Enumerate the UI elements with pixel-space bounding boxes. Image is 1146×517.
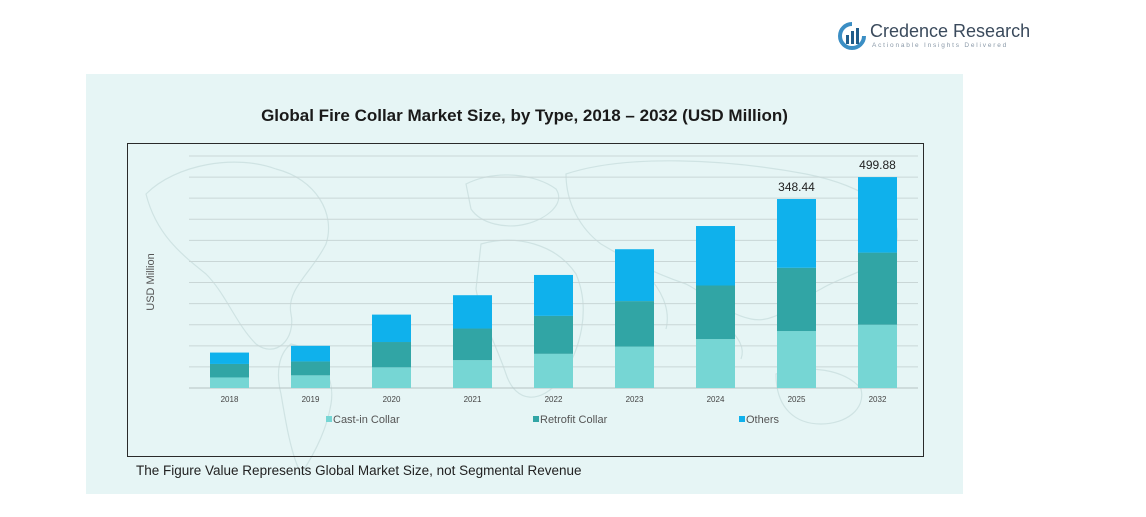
bar-others-2021 [453, 295, 492, 329]
stacked-bar-chart: USD Million 2018 2019 2020 2021 2022 2023 2024 2… [145, 155, 918, 426]
x-tick-label-2032: 2032 [869, 395, 887, 404]
bar-others-2022 [534, 274, 573, 316]
bar-others-2019 [291, 345, 330, 362]
bar-retrofit-collar-2024 [696, 285, 735, 340]
bar-retrofit-collar-2025 [777, 267, 816, 332]
bar-cast-in-collar-2022 [534, 353, 573, 388]
legend-label-retrofit-collar: Retrofit Collar [540, 414, 608, 426]
bar-retrofit-collar-2032 [858, 252, 897, 325]
x-tick-label-2019: 2019 [302, 395, 320, 404]
bar-retrofit-collar-2020 [372, 342, 411, 368]
data-label-2032: 499.88 [859, 158, 896, 172]
y-axis-label: USD Million [145, 253, 157, 310]
brand-logo: Credence Research Actionable Insights De… [838, 20, 1031, 52]
bar-cast-in-collar-2021 [453, 360, 492, 388]
bars [210, 177, 897, 388]
x-tick-label-2024: 2024 [707, 395, 725, 404]
bar-retrofit-collar-2022 [534, 315, 573, 354]
bar-retrofit-collar-2019 [291, 361, 330, 376]
bar-cast-in-collar-2032 [858, 324, 897, 388]
legend-label-cast-in-collar: Cast-in Collar [333, 414, 400, 426]
x-tick-label-2022: 2022 [545, 395, 563, 404]
brand-name: Credence Research [870, 21, 1031, 41]
bar-others-2025 [777, 199, 816, 268]
bar-cast-in-collar-2023 [615, 346, 654, 388]
chart-title: Global Fire Collar Market Size, by Type,… [261, 106, 788, 125]
legend-swatch-retrofit-collar [533, 416, 539, 422]
bar-retrofit-collar-2018 [210, 363, 249, 378]
bar-others-2032 [858, 177, 897, 253]
x-tick-label-2025: 2025 [788, 395, 806, 404]
x-tick-label-2021: 2021 [464, 395, 482, 404]
bar-cast-in-collar-2024 [696, 339, 735, 388]
x-tick-label-2018: 2018 [221, 395, 239, 404]
bar-others-2023 [615, 249, 654, 302]
x-tick-label-2020: 2020 [383, 395, 401, 404]
bar-others-2020 [372, 314, 411, 343]
brand-tagline: Actionable Insights Delivered [872, 42, 1009, 49]
bar-cast-in-collar-2025 [777, 331, 816, 388]
legend: Cast-in Collar Retrofit Collar Others [326, 414, 780, 426]
plot-frame: USD Million 2018 2019 2020 2021 2022 2023 2024 2… [127, 143, 924, 457]
bar-others-2024 [696, 226, 735, 286]
labels: USD Million 2018 2019 2020 2021 2022 2023 2024 2… [145, 158, 896, 404]
chart-panel: Global Fire Collar Market Size, by Type,… [86, 74, 963, 494]
credence-logo-icon [838, 22, 866, 50]
legend-label-others: Others [746, 414, 780, 426]
bar-others-2018 [210, 352, 249, 364]
data-label-2025: 348.44 [778, 180, 815, 194]
legend-swatch-cast-in-collar [326, 416, 332, 422]
footnote: The Figure Value Represents Global Marke… [136, 463, 582, 478]
legend-swatch-others [739, 416, 745, 422]
bar-cast-in-collar-2018 [210, 377, 249, 388]
bar-cast-in-collar-2019 [291, 375, 330, 388]
x-tick-label-2023: 2023 [626, 395, 644, 404]
bar-retrofit-collar-2021 [453, 328, 492, 361]
bar-cast-in-collar-2020 [372, 367, 411, 388]
bar-retrofit-collar-2023 [615, 301, 654, 347]
